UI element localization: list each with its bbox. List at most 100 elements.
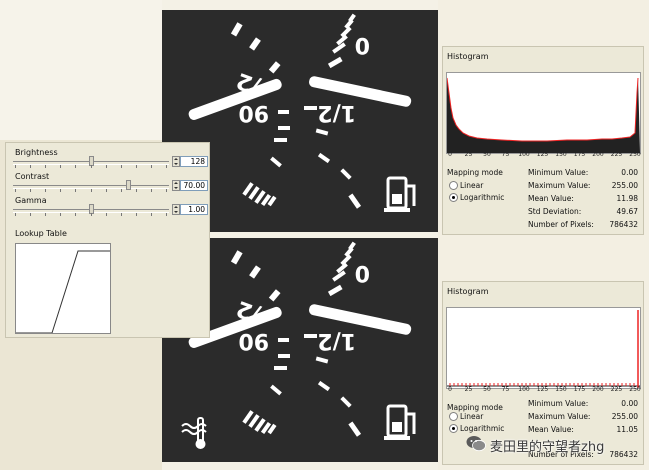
slider-tick — [60, 165, 62, 168]
histogram-axis-tick: 175 — [573, 151, 586, 158]
brightness-slider[interactable] — [13, 156, 169, 168]
stat-min-label: Minimum Value: — [528, 168, 589, 177]
lookup-table-curve — [15, 243, 111, 334]
histogram-axis-tick: 225 — [610, 151, 623, 158]
brightness-spinner[interactable] — [172, 156, 180, 167]
slider-tick — [105, 213, 107, 216]
gauge-label-90: 90 — [238, 328, 269, 353]
wechat-icon — [466, 436, 486, 452]
slider-tick — [135, 189, 137, 192]
gauge-image-original: 90 1/2 0 /2 — [162, 10, 438, 232]
slider-tick — [120, 189, 122, 192]
stat-pixels-label: Number of Pixels: — [528, 220, 594, 229]
slider-tick — [15, 165, 16, 168]
mapping-mode-label: Mapping mode — [447, 168, 503, 177]
stat-pixels-value: 786432 — [609, 220, 638, 229]
slider-tick — [60, 213, 62, 216]
slider-tick — [105, 189, 107, 192]
histogram-title: Histogram — [447, 52, 489, 61]
mapping-mode-linear-radio[interactable]: Linear — [449, 412, 483, 421]
histogram-axis-tick: 50 — [483, 151, 491, 158]
slider-tick — [90, 189, 92, 192]
histogram-panel-original: Histogram 0 25 50 75 100 125 150 175 200 225 250 M… — [442, 46, 644, 235]
histogram-axis-tick: 200 — [592, 151, 604, 158]
stat-mean-value: 11.05 — [616, 425, 638, 434]
stat-std-value: 49.67 — [616, 207, 638, 216]
histogram-axis-tick: 100 — [518, 386, 530, 393]
mapping-mode-linear-radio[interactable]: Linear — [449, 181, 483, 190]
mapping-mode-logarithmic-radio[interactable]: Logarithmic — [449, 424, 504, 433]
slider-tick — [166, 213, 167, 216]
histogram-axis-tick: 50 — [483, 386, 491, 393]
stat-max-label: Maximum Value: — [528, 412, 591, 421]
contrast-value-field[interactable]: 70.00 — [180, 180, 208, 191]
contrast-slider[interactable] — [13, 180, 169, 192]
slider-tick — [135, 165, 137, 168]
stat-mean-label: Mean Value: — [528, 425, 574, 434]
slider-tick — [30, 213, 32, 216]
gamma-slider[interactable] — [13, 204, 169, 216]
gauge-label-0: 0 — [355, 260, 370, 285]
slider-tick — [166, 189, 167, 192]
gamma-label: Gamma — [15, 196, 47, 205]
slider-tick — [15, 213, 16, 216]
watermark-text: 麦田里的守望者zhg — [490, 440, 605, 455]
histogram-axis-tick: 225 — [610, 386, 623, 393]
histogram-axis-tick: 250 — [629, 386, 641, 393]
slider-tick — [90, 165, 92, 168]
histogram-axis-tick: 150 — [555, 386, 567, 393]
lookup-table-label: Lookup Table — [15, 229, 67, 238]
slider-tick — [45, 213, 47, 216]
brightness-value-field[interactable]: 128 — [180, 156, 208, 167]
gamma-value-field[interactable]: 1.00 — [180, 204, 208, 215]
slider-tick — [150, 213, 152, 216]
histogram-title: Histogram — [447, 287, 489, 296]
slider-tick — [120, 213, 122, 216]
gamma-spinner[interactable] — [172, 204, 180, 215]
slider-tick — [105, 165, 107, 168]
watermark: 麦田里的守望者zhg — [466, 433, 644, 455]
stat-pixels-value: 786432 — [609, 450, 638, 459]
histogram-bars — [447, 310, 640, 388]
contrast-spinner[interactable] — [172, 180, 180, 191]
stat-min-label: Minimum Value: — [528, 399, 589, 408]
stat-pixels-label: Number of Pixels: — [528, 450, 594, 459]
histogram-axis-tick: 75 — [501, 151, 510, 158]
gauge-tick-marks — [230, 13, 362, 209]
histogram-axis-tick: 250 — [629, 151, 641, 158]
histogram-axis: 0 25 50 75 100 125 150 175 200 225 250 — [446, 386, 642, 396]
mapping-mode-logarithmic-radio[interactable]: Logarithmic — [449, 193, 504, 202]
fuel-pump-icon — [384, 404, 416, 440]
slider-tick — [75, 213, 77, 216]
histogram-axis-tick: 150 — [555, 151, 567, 158]
stat-mean-label: Mean Value: — [528, 194, 574, 203]
slider-tick — [45, 189, 47, 192]
slider-tick — [30, 165, 32, 168]
stat-min-value: 0.00 — [621, 399, 638, 408]
histogram-axis-tick: 0 — [448, 151, 452, 158]
slider-tick — [135, 213, 137, 216]
gauge-label-0: 0 — [355, 32, 370, 57]
histogram-axis: 0 25 50 75 100 125 150 175 200 225 250 — [446, 151, 642, 161]
slider-tick — [30, 189, 32, 192]
stat-std-label: Std Deviation: — [528, 207, 582, 216]
slider-tick — [150, 189, 152, 192]
slider-tick — [166, 165, 167, 168]
fuel-pump-icon — [384, 176, 416, 212]
contrast-label: Contrast — [15, 172, 50, 181]
histogram-plot — [446, 307, 641, 389]
gauge-label-half: 1/2 — [317, 328, 356, 353]
histogram-axis-tick: 125 — [536, 386, 549, 393]
histogram-axis-tick: 200 — [592, 386, 604, 393]
slider-tick — [150, 165, 152, 168]
histogram-panel-processed: Histogram 0 25 50 75 100 125 150 175 200 225 250 M… — [442, 281, 644, 465]
histogram-axis-tick: 75 — [501, 386, 510, 393]
stat-max-value: 255.00 — [611, 181, 638, 190]
adjustment-panel: Brightness 128 Contrast 70.00 Gamma 1.00… — [5, 142, 210, 338]
histogram-axis-tick: 0 — [448, 386, 452, 393]
slider-tick — [45, 165, 47, 168]
slider-tick — [120, 165, 122, 168]
histogram-bars — [446, 77, 640, 153]
contrast-slider-thumb[interactable] — [126, 180, 132, 190]
histogram-axis-tick: 125 — [536, 151, 549, 158]
